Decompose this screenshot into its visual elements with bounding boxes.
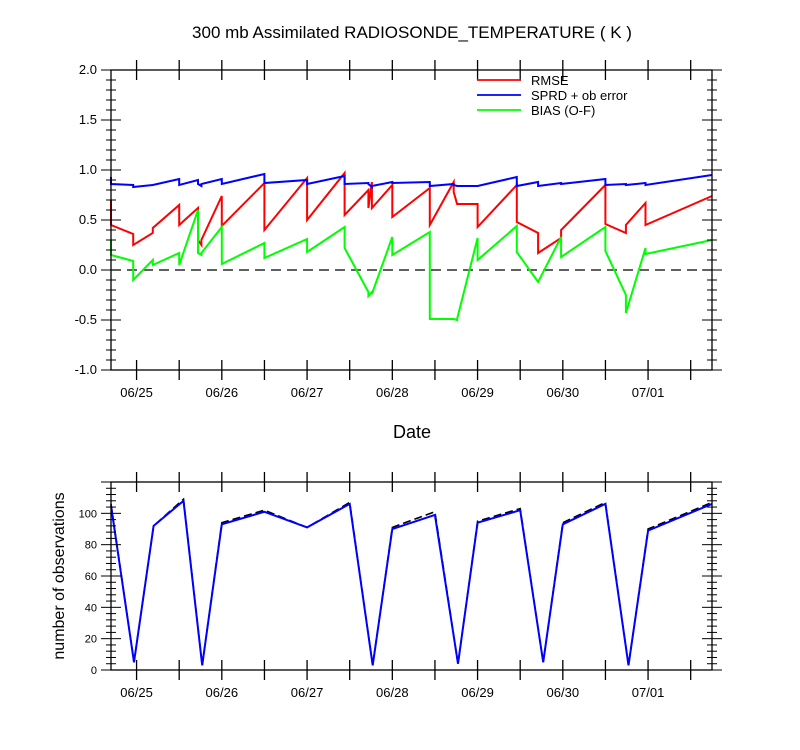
top-y-tick-label: -0.5 bbox=[75, 312, 97, 327]
bottom-x-tick-label: 06/30 bbox=[547, 685, 580, 700]
bottom-y-tick-labels: 0 20 40 60 80 100 bbox=[79, 508, 97, 677]
bottom-y-tick-label: 40 bbox=[85, 602, 97, 614]
bottom-y-tick-label: 80 bbox=[85, 540, 97, 552]
bottom-y-tick-label: 100 bbox=[79, 508, 97, 520]
bottom-y-tick-label: 20 bbox=[85, 634, 97, 646]
top-axes bbox=[101, 60, 722, 380]
bottom-x-tick-label: 06/28 bbox=[376, 685, 409, 700]
top-x-tick-label: 06/28 bbox=[376, 385, 409, 400]
legend-label: SPRD + ob error bbox=[531, 88, 628, 103]
top-y-tick-label: 1.5 bbox=[79, 112, 97, 127]
bottom-x-tick-label: 07/01 bbox=[632, 685, 665, 700]
bottom-x-tick-label: 06/25 bbox=[120, 685, 153, 700]
top-y-tick-label: 1.0 bbox=[79, 162, 97, 177]
bias-o-f--line bbox=[110, 209, 713, 322]
top-series-group bbox=[110, 170, 713, 322]
top-panel: -1.0-0.50.00.51.01.52.0 06/25 06/26 06/27 0… bbox=[75, 60, 722, 400]
obs-dashed-line bbox=[110, 497, 713, 666]
top-x-tick-label: 06/29 bbox=[461, 385, 494, 400]
top-y-tick-label: 0.0 bbox=[79, 262, 97, 277]
top-x-tick-label: 06/30 bbox=[547, 385, 580, 400]
top-plot-frame bbox=[110, 69, 713, 371]
top-y-tick-label: -1.0 bbox=[75, 362, 97, 377]
chart-title: 300 mb Assimilated RADIOSONDE_TEMPERATUR… bbox=[192, 23, 632, 42]
bottom-x-tick-label: 06/27 bbox=[291, 685, 324, 700]
bottom-x-tick-labels: 06/25 06/26 06/27 06/28 06/29 06/30 07/01 bbox=[120, 685, 664, 700]
bottom-axes bbox=[101, 472, 722, 680]
rmse-line bbox=[110, 170, 713, 255]
obs-solid-line bbox=[110, 498, 713, 666]
bottom-y-tick-label: 60 bbox=[85, 571, 97, 583]
top-x-tick-label: 06/26 bbox=[206, 385, 239, 400]
bottom-y-tick-label: 0 bbox=[91, 665, 97, 677]
bottom-x-tick-label: 06/26 bbox=[206, 685, 239, 700]
x-axis-title: Date bbox=[393, 422, 431, 442]
legend-label: RMSE bbox=[531, 73, 569, 88]
bottom-x-tick-label: 06/29 bbox=[461, 685, 494, 700]
bottom-plot-frame bbox=[110, 481, 713, 671]
top-x-tick-label: 06/25 bbox=[120, 385, 153, 400]
top-y-tick-label: 0.5 bbox=[79, 212, 97, 227]
top-x-tick-label: 07/01 bbox=[632, 385, 665, 400]
sprd-ob-error-line bbox=[110, 172, 713, 190]
top-x-tick-labels: 06/25 06/26 06/27 06/28 06/29 06/30 07/01 bbox=[120, 385, 664, 400]
bottom-series-group bbox=[110, 497, 713, 666]
top-x-tick-label: 06/27 bbox=[291, 385, 324, 400]
y-axis-title: number of observations bbox=[51, 492, 68, 659]
top-y-tick-labels: -1.0 -0.5 0.0 0.5 1.0 1.5 2.0 bbox=[75, 62, 97, 377]
legend-label: BIAS (O-F) bbox=[531, 103, 595, 118]
top-y-tick-label: 2.0 bbox=[79, 62, 97, 77]
